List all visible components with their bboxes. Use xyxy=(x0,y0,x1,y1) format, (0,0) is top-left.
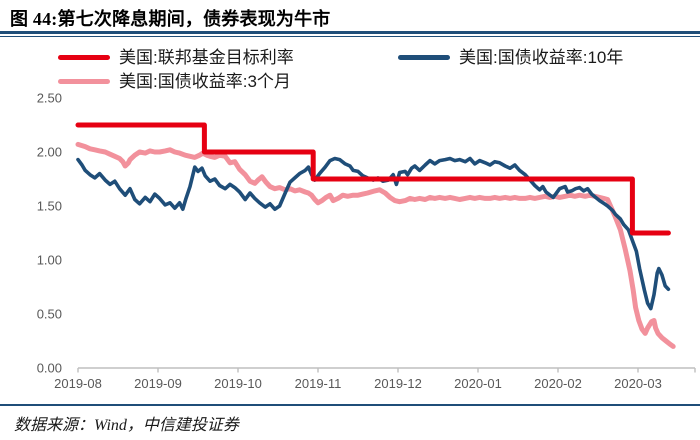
figure-title: 图 44:第七次降息期间，债券表现为牛市 xyxy=(10,9,331,29)
legend-swatch-pink-line-icon xyxy=(58,78,110,84)
legend-label-10y-yield: 美国:国债收益率:10年 xyxy=(459,47,624,67)
legend-label-3m-yield: 美国:国债收益率:3个月 xyxy=(119,71,291,91)
x-axis-tick-label: 2020-02 xyxy=(534,376,582,391)
x-axis-tick-label: 2020-03 xyxy=(614,376,662,391)
x-axis-tick-label: 2019-12 xyxy=(374,376,422,391)
legend-item-10y-yield: 美国:国债收益率:10年 xyxy=(398,48,623,66)
x-axis-tick-label: 2019-11 xyxy=(295,376,342,391)
x-axis-tick-label: 2019-09 xyxy=(134,376,182,391)
legend-item-fed-funds-rate: 美国:联邦基金目标利率 xyxy=(58,48,294,66)
legend-item-3m-yield: 美国:国债收益率:3个月 xyxy=(58,72,291,90)
x-axis-tick-label: 2019-10 xyxy=(214,376,262,391)
y-axis-tick-label: 1.50 xyxy=(37,199,62,214)
series-line-fed-funds-target-rate xyxy=(75,122,671,236)
source-note: 数据来源：Wind，中信建投证券 xyxy=(14,417,239,434)
title-divider xyxy=(0,31,700,37)
y-axis-tick-label: 2.00 xyxy=(37,145,62,160)
series-line-3m-treasury-yield xyxy=(75,141,676,349)
legend-swatch-red-line-icon xyxy=(58,54,110,60)
legend-swatch-navy-line-icon xyxy=(398,54,450,60)
y-axis-tick-label: 1.00 xyxy=(37,253,62,268)
y-axis-tick-label: 0.00 xyxy=(37,361,62,376)
legend-label-fed-funds-rate: 美国:联邦基金目标利率 xyxy=(119,47,294,67)
source-divider xyxy=(0,404,700,406)
y-axis-tick-label: 2.50 xyxy=(37,91,62,106)
x-axis-tick-label: 2019-08 xyxy=(54,376,102,391)
y-axis-tick-label: 0.50 xyxy=(37,307,62,322)
x-axis-tick-label: 2020-01 xyxy=(454,376,502,391)
